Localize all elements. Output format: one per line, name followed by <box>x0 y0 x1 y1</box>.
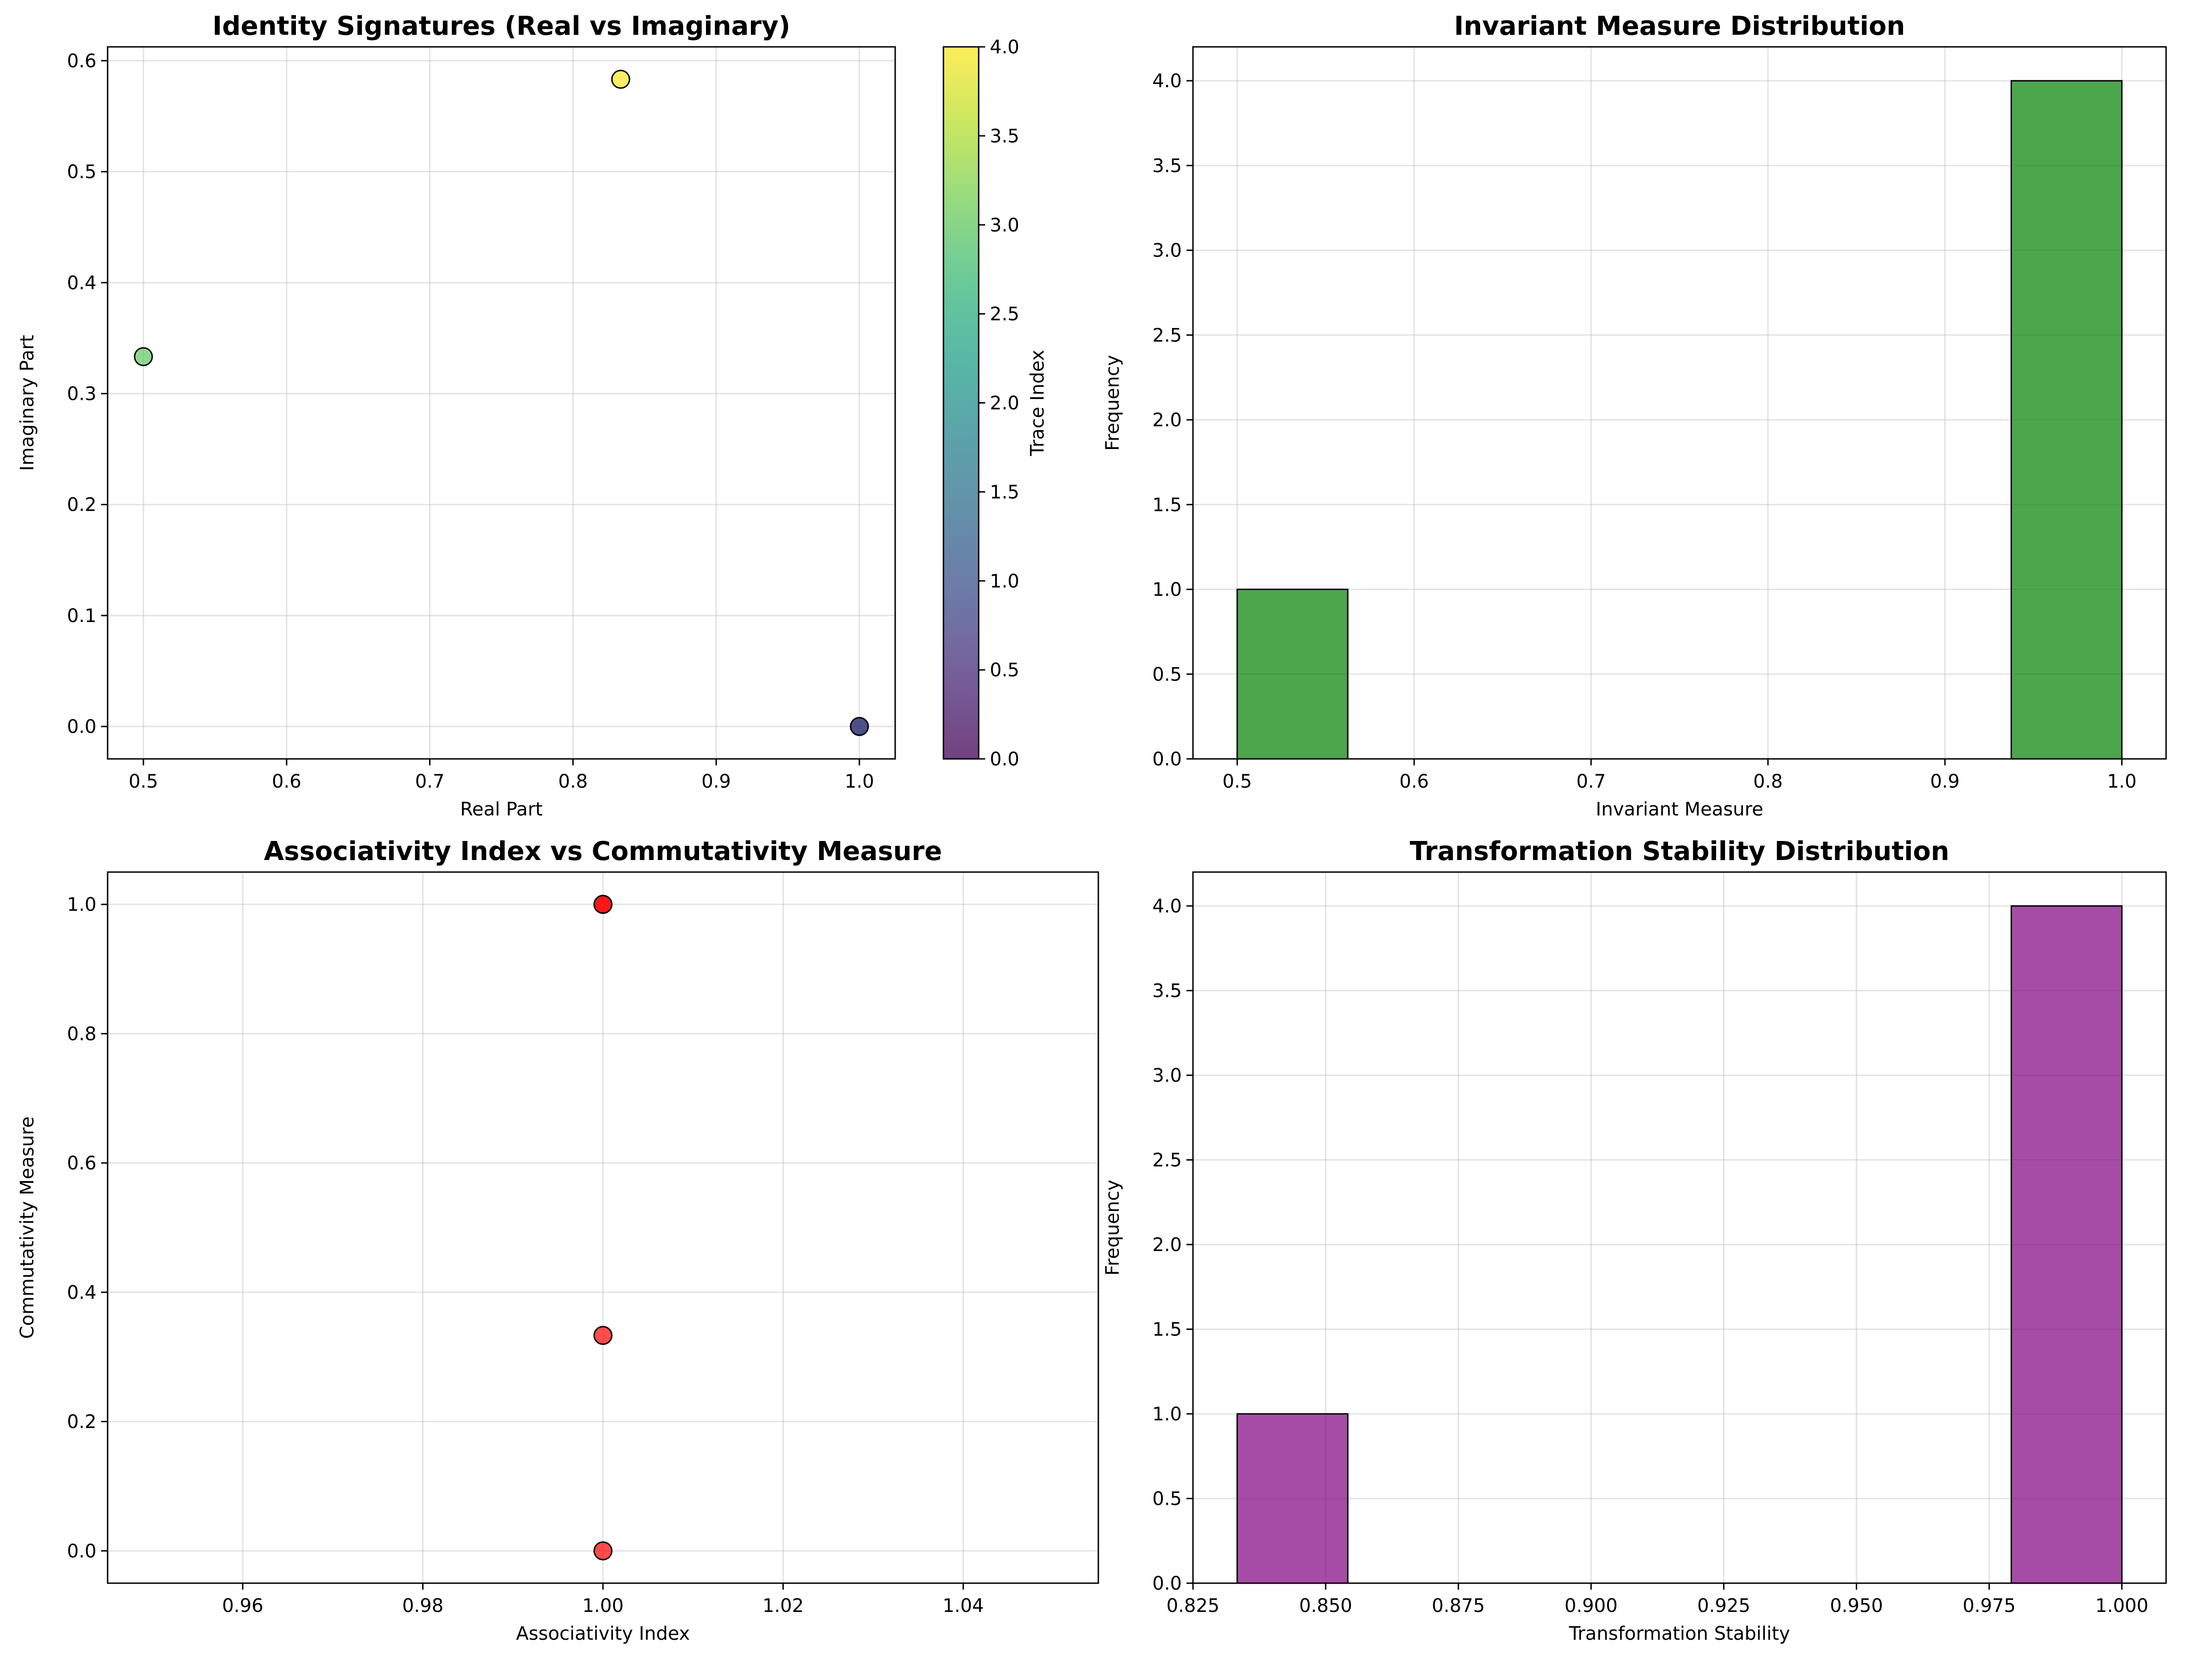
histogram-bar <box>1236 1413 1349 1584</box>
y-tick-label: 3.5 <box>1152 981 1182 1002</box>
x-tick-label: 0.9 <box>1930 771 1960 792</box>
y-tick-label: 1.5 <box>1152 494 1182 516</box>
x-axis-label: Real Part <box>460 799 543 820</box>
histogram-bar <box>2010 80 2123 760</box>
y-tick-label: 0.4 <box>67 272 96 294</box>
y-tick-label: 0.4 <box>67 1282 96 1303</box>
y-tick-label: 4.0 <box>1152 71 1182 92</box>
x-tick-label: 0.925 <box>1697 1595 1750 1617</box>
y-tick-label: 1.0 <box>67 894 96 916</box>
y-tick-label: 3.0 <box>1152 240 1182 262</box>
chart-title: Associativity Index vs Commutativity Mea… <box>264 836 942 867</box>
x-tick-label: 0.8 <box>1753 771 1783 792</box>
colorbar-tick-label: 2.0 <box>990 393 1019 414</box>
x-tick-label: 1.00 <box>582 1595 623 1617</box>
subplot-1: 0.5 0.6 0.7 0.8 0.9 1.0 0.0 0.1 0.2 0.3 0.4 0.5 0.6 I… <box>17 11 1048 820</box>
y-axis-label: Frequency <box>1102 355 1123 451</box>
x-tick-label: 1.0 <box>845 771 874 792</box>
x-tick-label: 0.98 <box>402 1595 443 1617</box>
colorbar-tick-label: 3.5 <box>990 126 1019 147</box>
y-tick-label: 0.6 <box>67 51 96 72</box>
x-tick-label: 0.950 <box>1830 1595 1883 1617</box>
chart-title: Transformation Stability Distribution <box>1410 836 1949 867</box>
x-tick-label: 0.5 <box>128 771 158 792</box>
colorbar-tick-label: 3.0 <box>990 215 1019 236</box>
x-axis-label: Associativity Index <box>516 1623 690 1644</box>
y-tick-label: 1.5 <box>1152 1319 1182 1341</box>
y-tick-label: 0.2 <box>67 1412 96 1433</box>
y-tick-label: 0.1 <box>67 605 96 627</box>
chart-title: Invariant Measure Distribution <box>1454 11 1905 41</box>
y-tick-label: 0.5 <box>67 161 96 183</box>
y-axis-label: Commutativity Measure <box>17 1117 38 1339</box>
x-tick-label: 0.6 <box>272 771 301 792</box>
axes-frame <box>107 46 896 760</box>
y-tick-label: 4.0 <box>1152 896 1182 917</box>
scatter-point <box>593 1326 613 1345</box>
y-tick-label: 0.0 <box>1152 1573 1182 1594</box>
scatter-point <box>593 895 613 914</box>
y-axis-label: Frequency <box>1102 1180 1123 1276</box>
colorbar-tick-label: 4.0 <box>990 37 1019 58</box>
x-axis-label: Transformation Stability <box>1569 1623 1790 1644</box>
y-tick-label: 2.0 <box>1152 1234 1182 1256</box>
y-axis-label: Imaginary Part <box>17 335 38 471</box>
x-tick-label: 0.900 <box>1564 1595 1618 1617</box>
y-tick-label: 0.0 <box>67 716 96 738</box>
y-tick-label: 0.8 <box>67 1023 96 1045</box>
y-tick-label: 2.5 <box>1152 325 1182 346</box>
colorbar-tick-label: 2.5 <box>990 304 1019 325</box>
y-tick-label: 0.2 <box>67 494 96 516</box>
x-tick-label: 0.8 <box>558 771 588 792</box>
subplot-4: 0.825 0.850 0.875 0.900 0.925 0.950 0.975 1.000… <box>1102 836 2167 1644</box>
x-tick-label: 1.000 <box>2095 1595 2148 1617</box>
y-tick-label: 0.5 <box>1152 1489 1182 1510</box>
x-tick-label: 0.5 <box>1223 771 1252 792</box>
axes-frame <box>1192 871 2167 1584</box>
colorbar-tick-label: 0.0 <box>990 749 1019 770</box>
y-tick-label: 0.5 <box>1152 664 1182 685</box>
y-tick-label: 3.0 <box>1152 1065 1182 1086</box>
x-tick-label: 0.7 <box>415 771 445 792</box>
x-tick-label: 1.02 <box>763 1595 804 1617</box>
x-tick-label: 0.7 <box>1576 771 1606 792</box>
scatter-point <box>850 717 869 736</box>
histogram-bar <box>2010 905 2123 1584</box>
colorbar <box>943 47 979 759</box>
x-tick-label: 0.96 <box>222 1595 263 1617</box>
histogram-bar <box>1236 589 1349 760</box>
scatter-point <box>611 70 630 89</box>
x-tick-label: 0.850 <box>1299 1595 1353 1617</box>
y-tick-label: 0.0 <box>1152 749 1182 770</box>
y-tick-label: 3.5 <box>1152 155 1182 177</box>
colorbar-tick-label: 1.0 <box>990 571 1019 592</box>
y-tick-label: 1.0 <box>1152 1404 1182 1425</box>
y-tick-label: 0.3 <box>67 384 96 405</box>
x-tick-label: 0.6 <box>1399 771 1429 792</box>
colorbar-tick-label: 0.5 <box>990 660 1019 681</box>
x-tick-label: 0.825 <box>1167 1595 1220 1617</box>
y-tick-label: 1.0 <box>1152 579 1182 601</box>
colorbar-label: Trace Index <box>1027 350 1048 456</box>
x-axis-label: Invariant Measure <box>1596 799 1763 820</box>
x-tick-label: 1.04 <box>943 1595 984 1617</box>
subplot-2: 0.5 0.6 0.7 0.8 0.9 1.0 0.0 0.5 1.0 1.5 2.0 2.5 3.0 3… <box>1102 11 2167 820</box>
x-tick-label: 1.0 <box>2107 771 2137 792</box>
subplot-3: 0.96 0.98 1.00 1.02 1.04 0.0 0.2 0.4 0.6 0.8 1.0 As… <box>17 836 1099 1644</box>
x-tick-label: 0.975 <box>1962 1595 2016 1617</box>
y-tick-label: 2.5 <box>1152 1150 1182 1171</box>
x-tick-label: 0.875 <box>1432 1595 1485 1617</box>
colorbar-tick-label: 1.5 <box>990 481 1019 503</box>
y-tick-label: 0.6 <box>67 1153 96 1174</box>
chart-title: Identity Signatures (Real vs Imaginary) <box>212 11 790 41</box>
axes-frame <box>1192 46 2167 760</box>
y-tick-label: 2.0 <box>1152 410 1182 431</box>
scatter-point <box>134 347 153 366</box>
y-tick-label: 0.0 <box>67 1540 96 1562</box>
scatter-point <box>593 1541 613 1560</box>
x-tick-label: 0.9 <box>701 771 731 792</box>
